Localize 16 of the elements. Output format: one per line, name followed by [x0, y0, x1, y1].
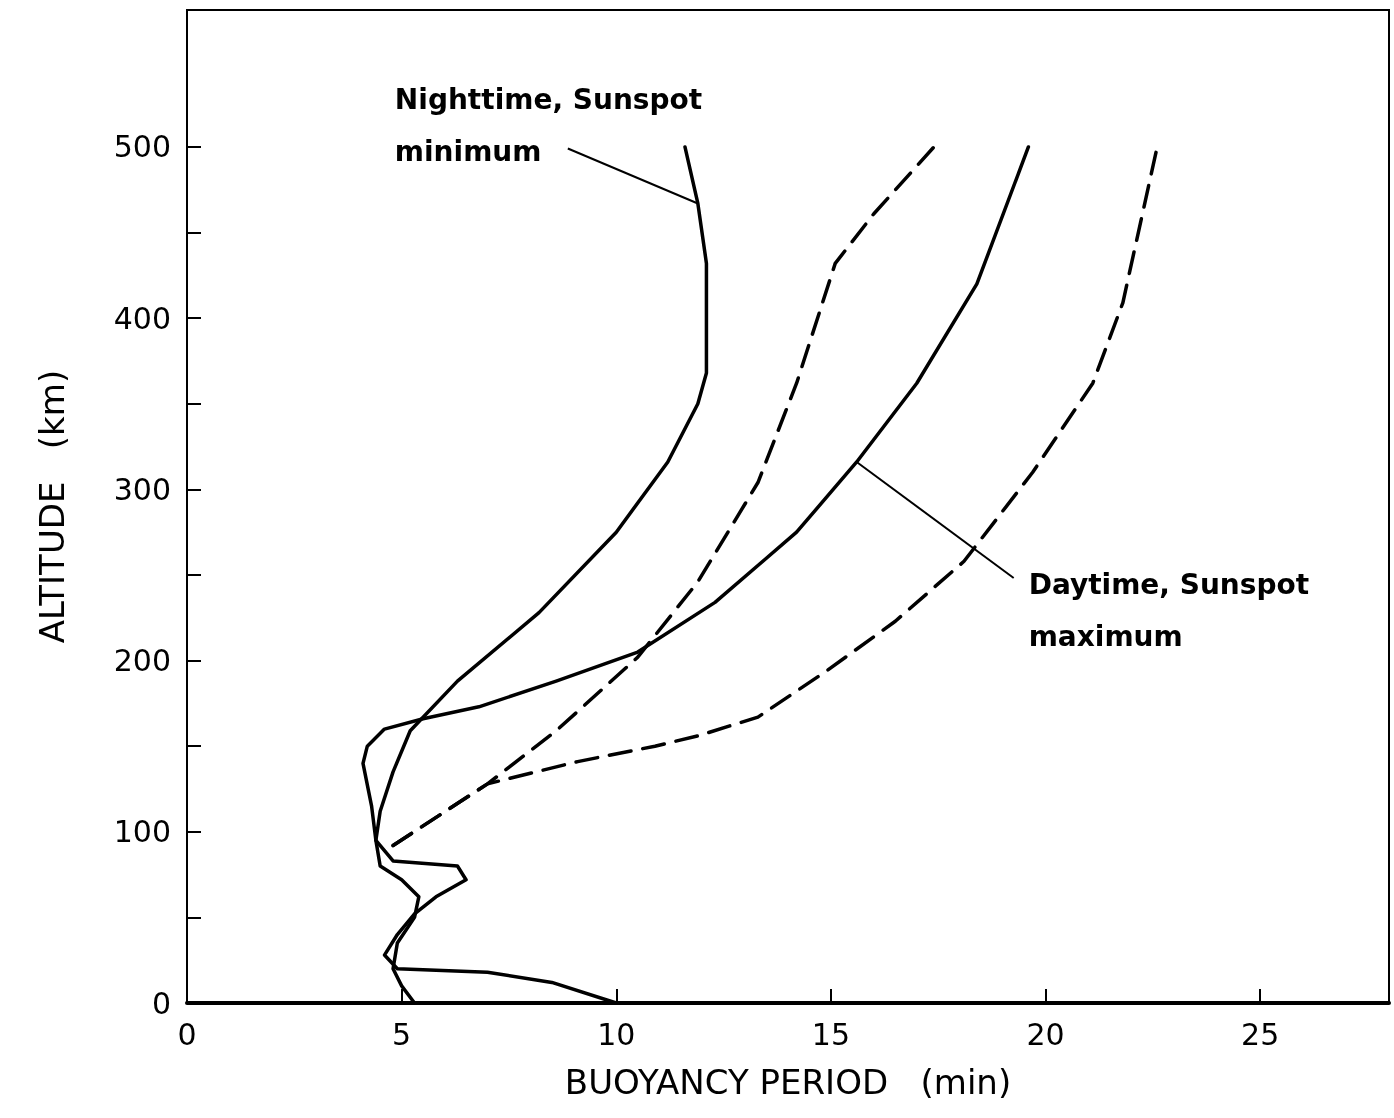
y-tick-label: 200 — [113, 643, 171, 679]
y-tick-label: 400 — [113, 300, 171, 336]
x-tick-label: 20 — [1026, 1016, 1065, 1052]
x-tick-label: 5 — [392, 1016, 412, 1052]
x-tick-label: 25 — [1241, 1016, 1280, 1052]
y-tick-label: 0 — [151, 985, 171, 1021]
x-axis-title: BUOYANCY PERIOD (min) — [564, 1062, 1012, 1102]
y-axis-title: ALTITUDE (km) — [32, 369, 72, 644]
annotation: Nighttime, Sunspot minimum — [394, 82, 712, 168]
x-tick-label: 0 — [177, 1016, 197, 1052]
y-tick-label: 100 — [113, 814, 171, 850]
x-tick-label: 10 — [597, 1016, 636, 1052]
y-tick-label: 300 — [113, 471, 171, 507]
y-tick-label: 500 — [113, 129, 171, 165]
annotation: Daytime, Sunspot maximum — [1028, 568, 1319, 654]
x-tick-label: 15 — [811, 1016, 851, 1052]
